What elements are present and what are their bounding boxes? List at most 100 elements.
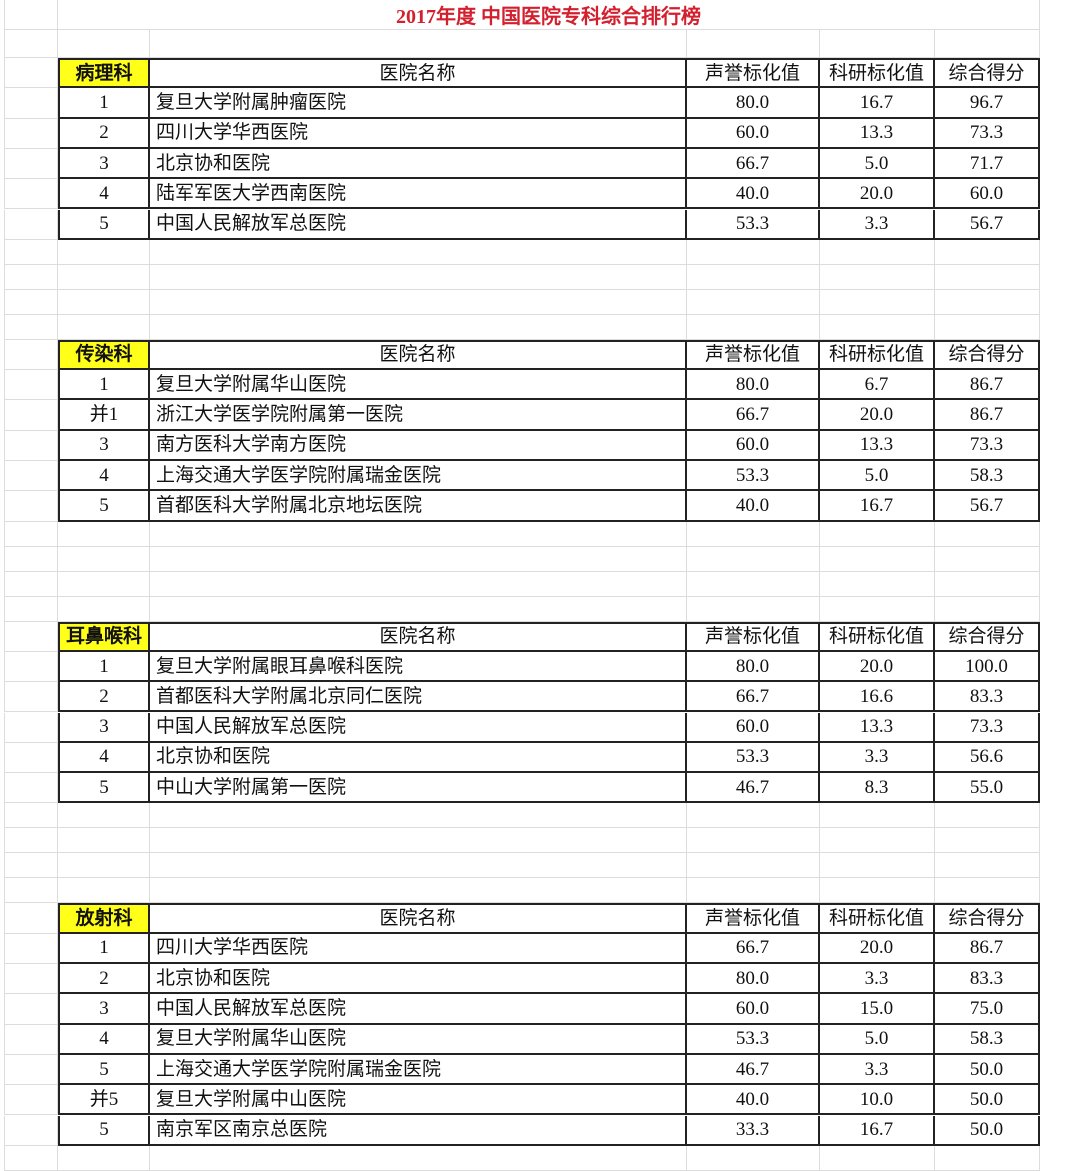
empty-cell[interactable] xyxy=(4,58,58,89)
hospital-name-cell[interactable]: 复旦大学附属华山医院 xyxy=(150,370,687,401)
rank-cell[interactable]: 2 xyxy=(58,118,150,149)
empty-cell[interactable] xyxy=(4,491,58,522)
empty-cell[interactable] xyxy=(150,264,687,290)
empty-cell[interactable] xyxy=(935,239,1040,265)
empty-cell[interactable] xyxy=(935,1145,1040,1171)
empty-cell[interactable] xyxy=(820,264,935,290)
empty-cell[interactable] xyxy=(687,878,820,904)
research-cell[interactable]: 20.0 xyxy=(820,651,935,683)
research-cell[interactable]: 3.3 xyxy=(820,1054,935,1086)
rank-cell[interactable]: 4 xyxy=(58,742,150,774)
department-label[interactable]: 病理科 xyxy=(58,58,150,89)
column-header-research[interactable]: 科研标化值 xyxy=(820,339,935,371)
empty-cell[interactable] xyxy=(935,314,1040,340)
empty-cell[interactable] xyxy=(4,828,58,854)
empty-cell[interactable] xyxy=(820,571,935,597)
empty-cell[interactable] xyxy=(4,596,58,622)
research-cell[interactable]: 16.7 xyxy=(820,88,935,119)
empty-cell[interactable] xyxy=(935,521,1040,547)
rank-cell[interactable]: 5 xyxy=(58,209,150,240)
empty-cell[interactable] xyxy=(4,1145,58,1171)
hospital-name-cell[interactable]: 中山大学附属第一医院 xyxy=(150,773,687,804)
research-cell[interactable]: 3.3 xyxy=(820,742,935,774)
empty-cell[interactable] xyxy=(820,828,935,854)
research-cell[interactable]: 13.3 xyxy=(820,712,935,743)
research-cell[interactable]: 3.3 xyxy=(820,209,935,240)
total-score-cell[interactable]: 50.0 xyxy=(935,1115,1040,1146)
hospital-name-cell[interactable]: 北京协和医院 xyxy=(150,964,687,995)
empty-cell[interactable] xyxy=(820,878,935,904)
empty-cell[interactable] xyxy=(4,546,58,572)
rank-cell[interactable]: 3 xyxy=(58,430,150,461)
empty-cell[interactable] xyxy=(58,828,150,854)
rank-cell[interactable]: 2 xyxy=(58,682,150,713)
empty-cell[interactable] xyxy=(4,430,58,461)
empty-cell[interactable] xyxy=(58,878,150,904)
hospital-name-cell[interactable]: 南方医科大学南方医院 xyxy=(150,430,687,461)
reputation-cell[interactable]: 46.7 xyxy=(687,1054,820,1086)
empty-cell[interactable] xyxy=(935,546,1040,572)
research-cell[interactable]: 15.0 xyxy=(820,994,935,1025)
research-cell[interactable]: 20.0 xyxy=(820,179,935,210)
empty-cell[interactable] xyxy=(820,853,935,879)
empty-cell[interactable] xyxy=(687,264,820,290)
empty-cell[interactable] xyxy=(820,803,935,829)
rank-cell[interactable]: 并5 xyxy=(58,1085,150,1116)
rank-cell[interactable]: 4 xyxy=(58,1024,150,1055)
reputation-cell[interactable]: 53.3 xyxy=(687,461,820,492)
empty-cell[interactable] xyxy=(4,994,58,1025)
research-cell[interactable]: 6.7 xyxy=(820,370,935,401)
empty-cell[interactable] xyxy=(935,571,1040,597)
reputation-cell[interactable]: 66.7 xyxy=(687,933,820,964)
empty-cell[interactable] xyxy=(4,803,58,829)
column-header-reputation[interactable]: 声誉标化值 xyxy=(687,621,820,652)
empty-cell[interactable] xyxy=(4,209,58,240)
column-header-name[interactable]: 医院名称 xyxy=(150,621,687,652)
hospital-name-cell[interactable]: 复旦大学附属华山医院 xyxy=(150,1024,687,1055)
research-cell[interactable]: 13.3 xyxy=(820,118,935,149)
empty-cell[interactable] xyxy=(4,878,58,904)
total-score-cell[interactable]: 83.3 xyxy=(935,964,1040,995)
column-header-total[interactable]: 综合得分 xyxy=(935,58,1040,89)
empty-cell[interactable] xyxy=(687,30,820,58)
department-label[interactable]: 放射科 xyxy=(58,903,150,934)
empty-cell[interactable] xyxy=(4,370,58,401)
total-score-cell[interactable]: 50.0 xyxy=(935,1054,1040,1086)
empty-cell[interactable] xyxy=(4,179,58,210)
empty-cell[interactable] xyxy=(4,853,58,879)
empty-cell[interactable] xyxy=(58,596,150,622)
total-score-cell[interactable]: 56.6 xyxy=(935,742,1040,774)
empty-cell[interactable] xyxy=(820,289,935,315)
rank-cell[interactable]: 3 xyxy=(58,148,150,180)
empty-cell[interactable] xyxy=(687,1145,820,1171)
column-header-reputation[interactable]: 声誉标化值 xyxy=(687,339,820,371)
empty-cell[interactable] xyxy=(4,289,58,315)
total-score-cell[interactable]: 86.7 xyxy=(935,370,1040,401)
total-score-cell[interactable]: 55.0 xyxy=(935,773,1040,804)
empty-cell[interactable] xyxy=(150,521,687,547)
column-header-reputation[interactable]: 声誉标化值 xyxy=(687,58,820,89)
empty-cell[interactable] xyxy=(820,546,935,572)
research-cell[interactable]: 10.0 xyxy=(820,1085,935,1116)
hospital-name-cell[interactable]: 中国人民解放军总医院 xyxy=(150,994,687,1025)
empty-cell[interactable] xyxy=(4,621,58,652)
empty-cell[interactable] xyxy=(4,461,58,492)
column-header-total[interactable]: 综合得分 xyxy=(935,339,1040,371)
empty-cell[interactable] xyxy=(4,742,58,774)
hospital-name-cell[interactable]: 浙江大学医学院附属第一医院 xyxy=(150,400,687,431)
hospital-name-cell[interactable]: 四川大学华西医院 xyxy=(150,933,687,964)
empty-cell[interactable] xyxy=(687,828,820,854)
empty-cell[interactable] xyxy=(58,30,150,58)
empty-cell[interactable] xyxy=(150,30,687,58)
total-score-cell[interactable]: 56.7 xyxy=(935,491,1040,522)
empty-cell[interactable] xyxy=(4,339,58,371)
rank-cell[interactable]: 3 xyxy=(58,994,150,1025)
empty-cell[interactable] xyxy=(150,239,687,265)
empty-cell[interactable] xyxy=(935,878,1040,904)
reputation-cell[interactable]: 60.0 xyxy=(687,712,820,743)
column-header-name[interactable]: 医院名称 xyxy=(150,58,687,89)
total-score-cell[interactable]: 73.3 xyxy=(935,430,1040,461)
empty-cell[interactable] xyxy=(58,853,150,879)
rank-cell[interactable]: 1 xyxy=(58,88,150,119)
total-score-cell[interactable]: 60.0 xyxy=(935,179,1040,210)
